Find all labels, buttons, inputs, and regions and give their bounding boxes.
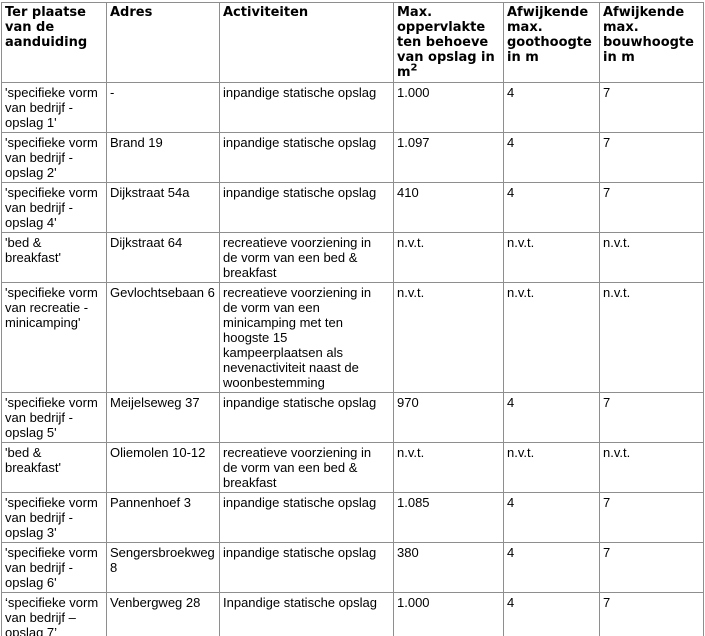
column-header-label: Ter plaatse van de aanduiding <box>5 5 88 50</box>
column-header-adres: Adres <box>106 2 220 83</box>
column-header-max-oppervlakte: Max. oppervlakte ten behoeve van opslag … <box>393 2 504 83</box>
cell-goothoogte: n.v.t. <box>503 282 600 393</box>
cell-bouwhoogte: n.v.t. <box>599 282 704 393</box>
cell-oppervlakte: n.v.t. <box>393 232 504 283</box>
cell-oppervlakte: n.v.t. <box>393 282 504 393</box>
cell-goothoogte: 4 <box>503 132 600 183</box>
cell-activiteiten: inpandige statische opslag <box>219 132 394 183</box>
table-row: 'specifieke vorm van bedrijf - opslag 2'… <box>1 132 704 183</box>
cell-adres: Gevlochtsebaan 6 <box>106 282 220 393</box>
column-header-label: Afwijkende max. goothoogte in m <box>507 5 592 65</box>
cell-activiteiten: recreatieve voorziening in de vorm van e… <box>219 232 394 283</box>
column-header-goothoogte: Afwijkende max. goothoogte in m <box>503 2 600 83</box>
cell-activiteiten: inpandige statische opslag <box>219 182 394 233</box>
cell-activiteiten: inpandige statische opslag <box>219 542 394 593</box>
cell-aanduiding: 'specifieke vorm van bedrijf - opslag 1' <box>1 82 107 133</box>
table-row: 'specifieke vorm van recreatie - minicam… <box>1 282 704 393</box>
cell-bouwhoogte: 7 <box>599 592 704 636</box>
cell-bouwhoogte: 7 <box>599 182 704 233</box>
cell-adres: Pannenhoef 3 <box>106 492 220 543</box>
table-row: ‘specifieke vorm van bedrijf – opslag 7’… <box>1 592 704 636</box>
column-header-label: Afwijkende max. bouwhoogte in m <box>603 5 694 65</box>
cell-adres: Venbergweg 28 <box>106 592 220 636</box>
cell-goothoogte: 4 <box>503 492 600 543</box>
column-header-activiteiten: Activiteiten <box>219 2 394 83</box>
table-row: 'specifieke vorm van bedrijf - opslag 1'… <box>1 82 704 133</box>
cell-adres: Meijelseweg 37 <box>106 392 220 443</box>
cell-aanduiding: 'bed & breakfast' <box>1 232 107 283</box>
cell-activiteiten: recreatieve voorziening in de vorm van e… <box>219 442 394 493</box>
cell-activiteiten: recreatieve voorziening in de vorm van e… <box>219 282 394 393</box>
cell-oppervlakte: n.v.t. <box>393 442 504 493</box>
cell-oppervlakte: 410 <box>393 182 504 233</box>
column-header-label: Adres <box>110 5 153 20</box>
cell-oppervlakte: 1.097 <box>393 132 504 183</box>
cell-activiteiten: inpandige statische opslag <box>219 492 394 543</box>
cell-oppervlakte: 380 <box>393 542 504 593</box>
cell-adres: Dijkstraat 64 <box>106 232 220 283</box>
cell-bouwhoogte: 7 <box>599 82 704 133</box>
cell-oppervlakte: 970 <box>393 392 504 443</box>
cell-adres: Sengersbroekweg 8 <box>106 542 220 593</box>
cell-adres: - <box>106 82 220 133</box>
cell-oppervlakte: 1.000 <box>393 82 504 133</box>
table-row: 'specifieke vorm van bedrijf - opslag 4'… <box>1 182 704 233</box>
cell-aanduiding: 'specifieke vorm van bedrijf - opslag 5' <box>1 392 107 443</box>
cell-adres: Dijkstraat 54a <box>106 182 220 233</box>
cell-adres: Oliemolen 10-12 <box>106 442 220 493</box>
cell-goothoogte: 4 <box>503 392 600 443</box>
header-row: Ter plaatse van de aanduiding Adres Acti… <box>1 2 704 83</box>
cell-goothoogte: n.v.t. <box>503 442 600 493</box>
cell-goothoogte: 4 <box>503 592 600 636</box>
column-header-bouwhoogte: Afwijkende max. bouwhoogte in m <box>599 2 704 83</box>
cell-bouwhoogte: 7 <box>599 132 704 183</box>
cell-oppervlakte: 1.085 <box>393 492 504 543</box>
cell-bouwhoogte: 7 <box>599 542 704 593</box>
cell-adres: Brand 19 <box>106 132 220 183</box>
cell-activiteiten: inpandige statische opslag <box>219 392 394 443</box>
cell-bouwhoogte: 7 <box>599 392 704 443</box>
cell-goothoogte: 4 <box>503 182 600 233</box>
cell-goothoogte: 4 <box>503 542 600 593</box>
superscript-2: 2 <box>410 62 418 74</box>
column-header-label: Activiteiten <box>223 5 309 20</box>
cell-aanduiding: 'bed & breakfast' <box>1 442 107 493</box>
cell-bouwhoogte: 7 <box>599 492 704 543</box>
cell-activiteiten: Inpandige statische opslag <box>219 592 394 636</box>
cell-aanduiding: 'specifieke vorm van bedrijf - opslag 4' <box>1 182 107 233</box>
table-row: 'bed & breakfast' Oliemolen 10-12 recrea… <box>1 442 704 493</box>
cell-goothoogte: 4 <box>503 82 600 133</box>
cell-oppervlakte: 1.000 <box>393 592 504 636</box>
cell-bouwhoogte: n.v.t. <box>599 232 704 283</box>
column-header-label: Max. oppervlakte ten behoeve van opslag … <box>397 5 495 80</box>
cell-aanduiding: 'specifieke vorm van bedrijf - opslag 2' <box>1 132 107 183</box>
cell-bouwhoogte: n.v.t. <box>599 442 704 493</box>
table-row: 'specifieke vorm van bedrijf - opslag 6'… <box>1 542 704 593</box>
table-row: 'bed & breakfast' Dijkstraat 64 recreati… <box>1 232 704 283</box>
cell-aanduiding: 'specifieke vorm van bedrijf - opslag 6' <box>1 542 107 593</box>
cell-aanduiding: 'specifieke vorm van recreatie - minicam… <box>1 282 107 393</box>
table-row: 'specifieke vorm van bedrijf - opslag 5'… <box>1 392 704 443</box>
cell-goothoogte: n.v.t. <box>503 232 600 283</box>
cell-aanduiding: ‘specifieke vorm van bedrijf – opslag 7’ <box>1 592 107 636</box>
table-row: 'specifieke vorm van bedrijf - opslag 3'… <box>1 492 704 543</box>
cell-activiteiten: inpandige statische opslag <box>219 82 394 133</box>
cell-aanduiding: 'specifieke vorm van bedrijf - opslag 3' <box>1 492 107 543</box>
column-header-aanduiding: Ter plaatse van de aanduiding <box>1 2 107 83</box>
